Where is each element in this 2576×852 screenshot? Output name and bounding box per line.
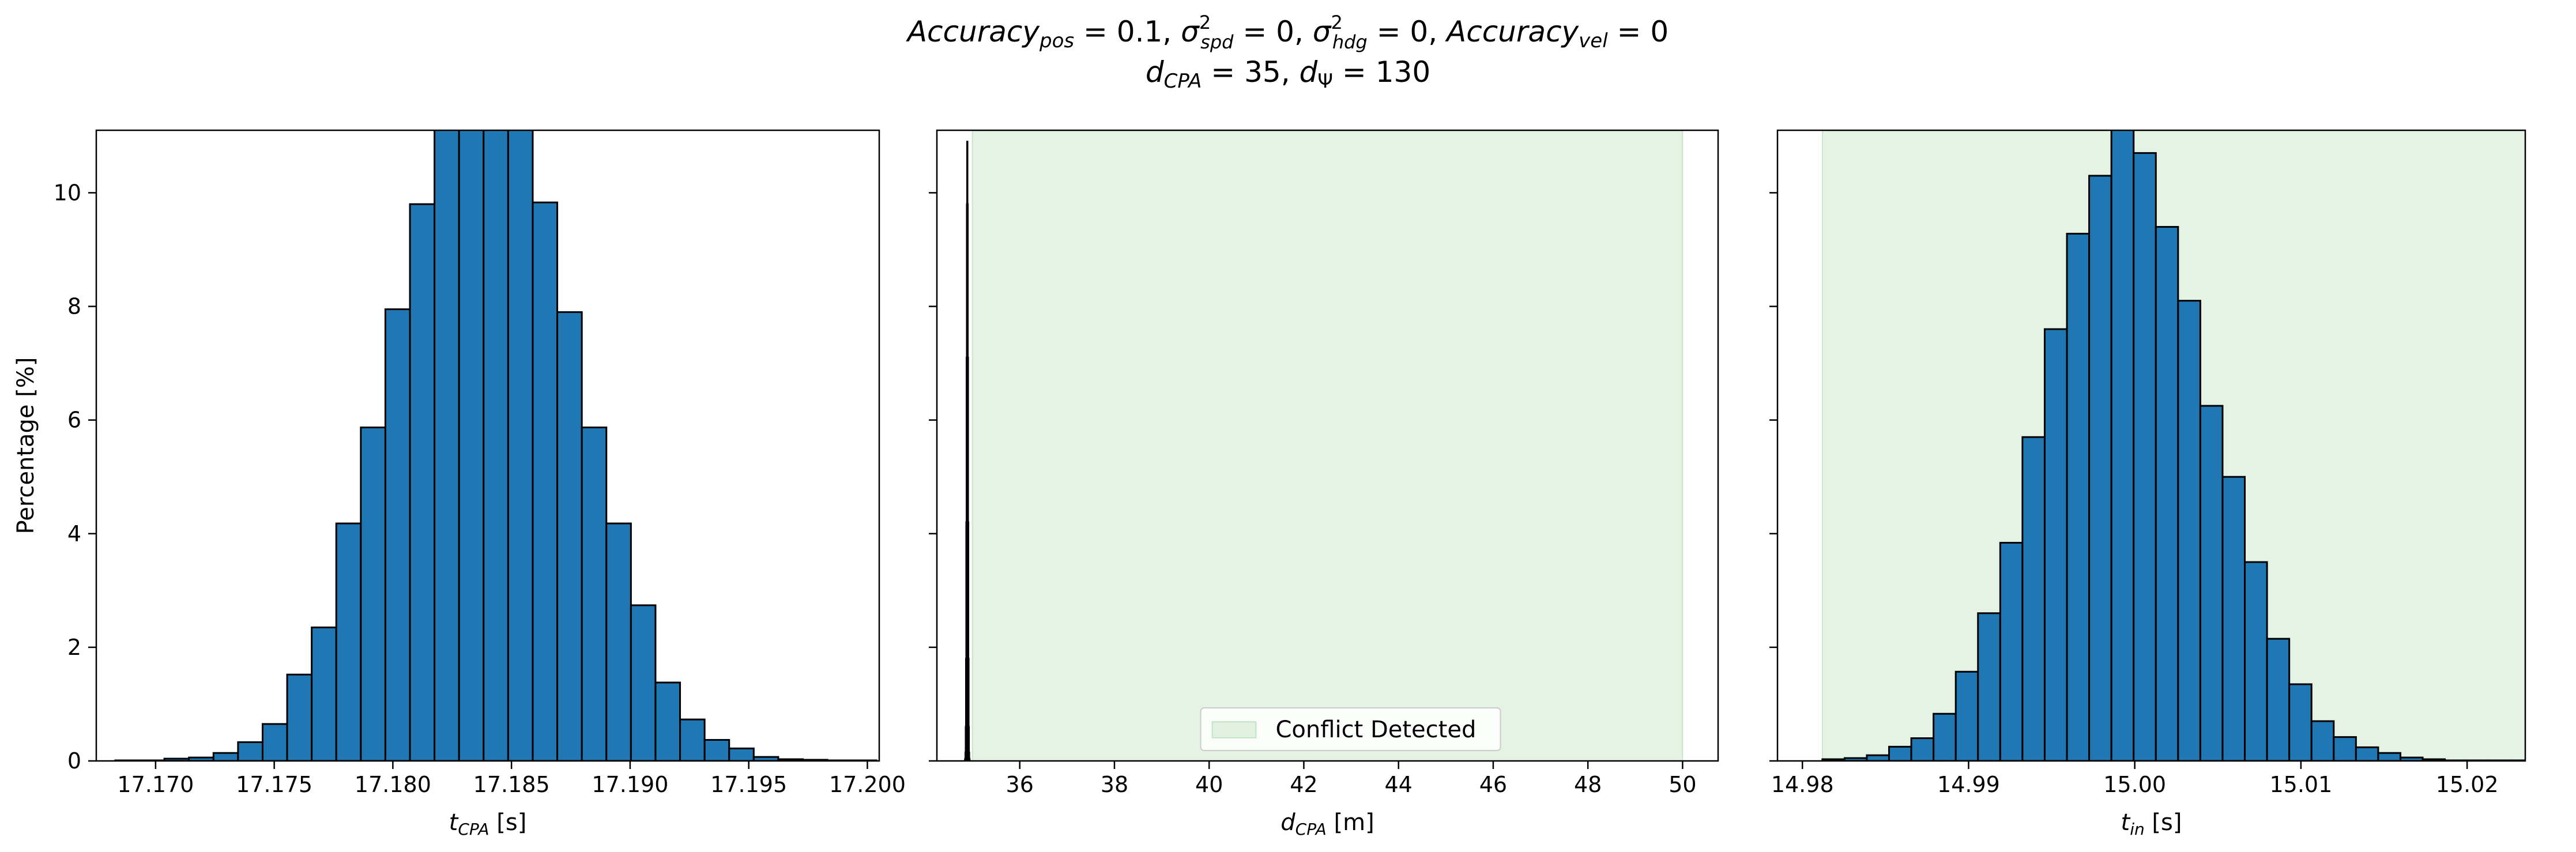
histogram-bar [458, 130, 485, 761]
histogram-bar [2355, 746, 2379, 761]
histogram-bar [2199, 405, 2224, 761]
histogram-bar [679, 718, 706, 761]
y-tick-label: 8 [67, 294, 81, 319]
x-tick-label: 17.195 [710, 772, 787, 797]
histogram-bar [2377, 752, 2401, 761]
histogram-bar [2155, 226, 2179, 761]
histogram-bar [2043, 328, 2068, 761]
y-tick-label: 10 [54, 180, 81, 205]
histogram-bar [605, 522, 632, 761]
x-tick-label: 17.200 [829, 772, 906, 797]
histogram-bar [2177, 300, 2201, 761]
figure-title-line2: dCPA = 35, dΨ = 130 [1146, 55, 1430, 93]
histogram-bar [2266, 638, 2291, 761]
histogram-bar [654, 681, 681, 761]
histogram-bar [1954, 670, 1979, 761]
y-tick-label: 6 [67, 408, 81, 433]
histogram-bar [2288, 683, 2313, 761]
x-tick-label: 15.00 [2103, 772, 2166, 797]
histogram-bar [2110, 130, 2135, 761]
histogram-bar [261, 723, 288, 761]
histogram-bar [581, 426, 608, 761]
plot-area [963, 130, 1684, 761]
x-axis-label: tCPA [s] [449, 809, 527, 839]
histogram-bar [2221, 476, 2246, 761]
x-axis-label: tin [s] [2121, 809, 2182, 839]
t-cpa-histogram-panel: 17.170 17.175 17.180 17.185 17.190 17.195 17.2… [13, 129, 906, 839]
histogram-bar [1888, 745, 1912, 761]
t-in-histogram-panel: 14.98 14.99 15.00 15.01 15.02 tin [s] [1769, 129, 2526, 839]
x-tick-label: 15.02 [2436, 772, 2499, 797]
histogram-bar [532, 201, 559, 761]
x-tick-label: 14.99 [1937, 772, 2000, 797]
x-axis-label: dCPA [m] [1281, 809, 1374, 839]
plot-area [1821, 130, 2525, 761]
histogram-bar [483, 130, 509, 761]
histogram-bar [1977, 612, 2001, 761]
axes-frame [1776, 129, 2526, 762]
histogram-bar [2088, 175, 2112, 761]
histogram-bar [434, 130, 460, 761]
figure-title-line1: Accuracypos = 0.1, σ2 spd = 0, σ2 hdg = 0,… [906, 12, 1669, 53]
histogram-bar [237, 741, 263, 761]
x-tick-label: 17.185 [473, 772, 550, 797]
histogram-bar [311, 626, 337, 761]
histogram-bar [2310, 720, 2335, 761]
histogram-bar [507, 130, 534, 761]
histogram-bar [384, 308, 411, 761]
histogram-bar [703, 739, 730, 761]
histogram-bar [630, 604, 657, 761]
y-tick-label: 0 [67, 748, 81, 774]
plot-area [114, 130, 878, 761]
histogram-bar [212, 752, 239, 761]
histogram-bar [1999, 542, 2024, 761]
histogram-bar [286, 673, 313, 761]
histogram-bar [409, 203, 436, 761]
axes-frame [95, 129, 880, 762]
histogram-bar [2244, 561, 2268, 761]
x-tick-label: 15.01 [2270, 772, 2333, 797]
y-tick-label: 2 [67, 635, 81, 660]
legend-label: Conflict Detected [1276, 717, 1477, 743]
y-tick-label: 4 [67, 521, 81, 546]
axes-frame [936, 129, 1719, 762]
x-tick-label: 44 [1385, 772, 1413, 797]
histogram-bar [1910, 737, 1935, 761]
histogram-bar [335, 522, 362, 761]
histogram-bar [2133, 152, 2157, 761]
x-tick-label: 36 [1006, 772, 1034, 797]
histogram-bar [360, 426, 386, 761]
x-tick-label: 42 [1290, 772, 1317, 797]
x-tick-label: 48 [1574, 772, 1602, 797]
x-tick-label: 50 [1669, 772, 1696, 797]
histogram-bar [2333, 736, 2357, 761]
legend: Conflict Detected [1200, 707, 1501, 751]
x-tick-label: 38 [1101, 772, 1128, 797]
x-tick-label: 17.170 [117, 772, 194, 797]
x-tick-label: 14.98 [1771, 772, 1834, 797]
legend-box [1200, 707, 1501, 751]
conflict-region [971, 130, 1684, 761]
histogram-bar [556, 311, 583, 761]
histogram-bar [1933, 712, 1957, 761]
histogram-bar [728, 747, 755, 761]
x-tick-label: 46 [1479, 772, 1507, 797]
histogram-bar [1866, 754, 1890, 761]
x-tick-label: 17.175 [236, 772, 312, 797]
histogram-bar [2066, 232, 2091, 761]
d-cpa-histogram-panel: 36 38 40 42 44 46 48 50 dCPA [m] Conflict Detecte… [929, 129, 1719, 839]
histogram-bar [967, 521, 970, 761]
legend-swatch [1211, 721, 1257, 738]
x-tick-label: 40 [1195, 772, 1223, 797]
x-tick-label: 17.180 [355, 772, 431, 797]
y-axis-label: Percentage [%] [13, 357, 39, 534]
x-tick-label: 17.190 [592, 772, 668, 797]
histogram-bar [2021, 436, 2046, 761]
